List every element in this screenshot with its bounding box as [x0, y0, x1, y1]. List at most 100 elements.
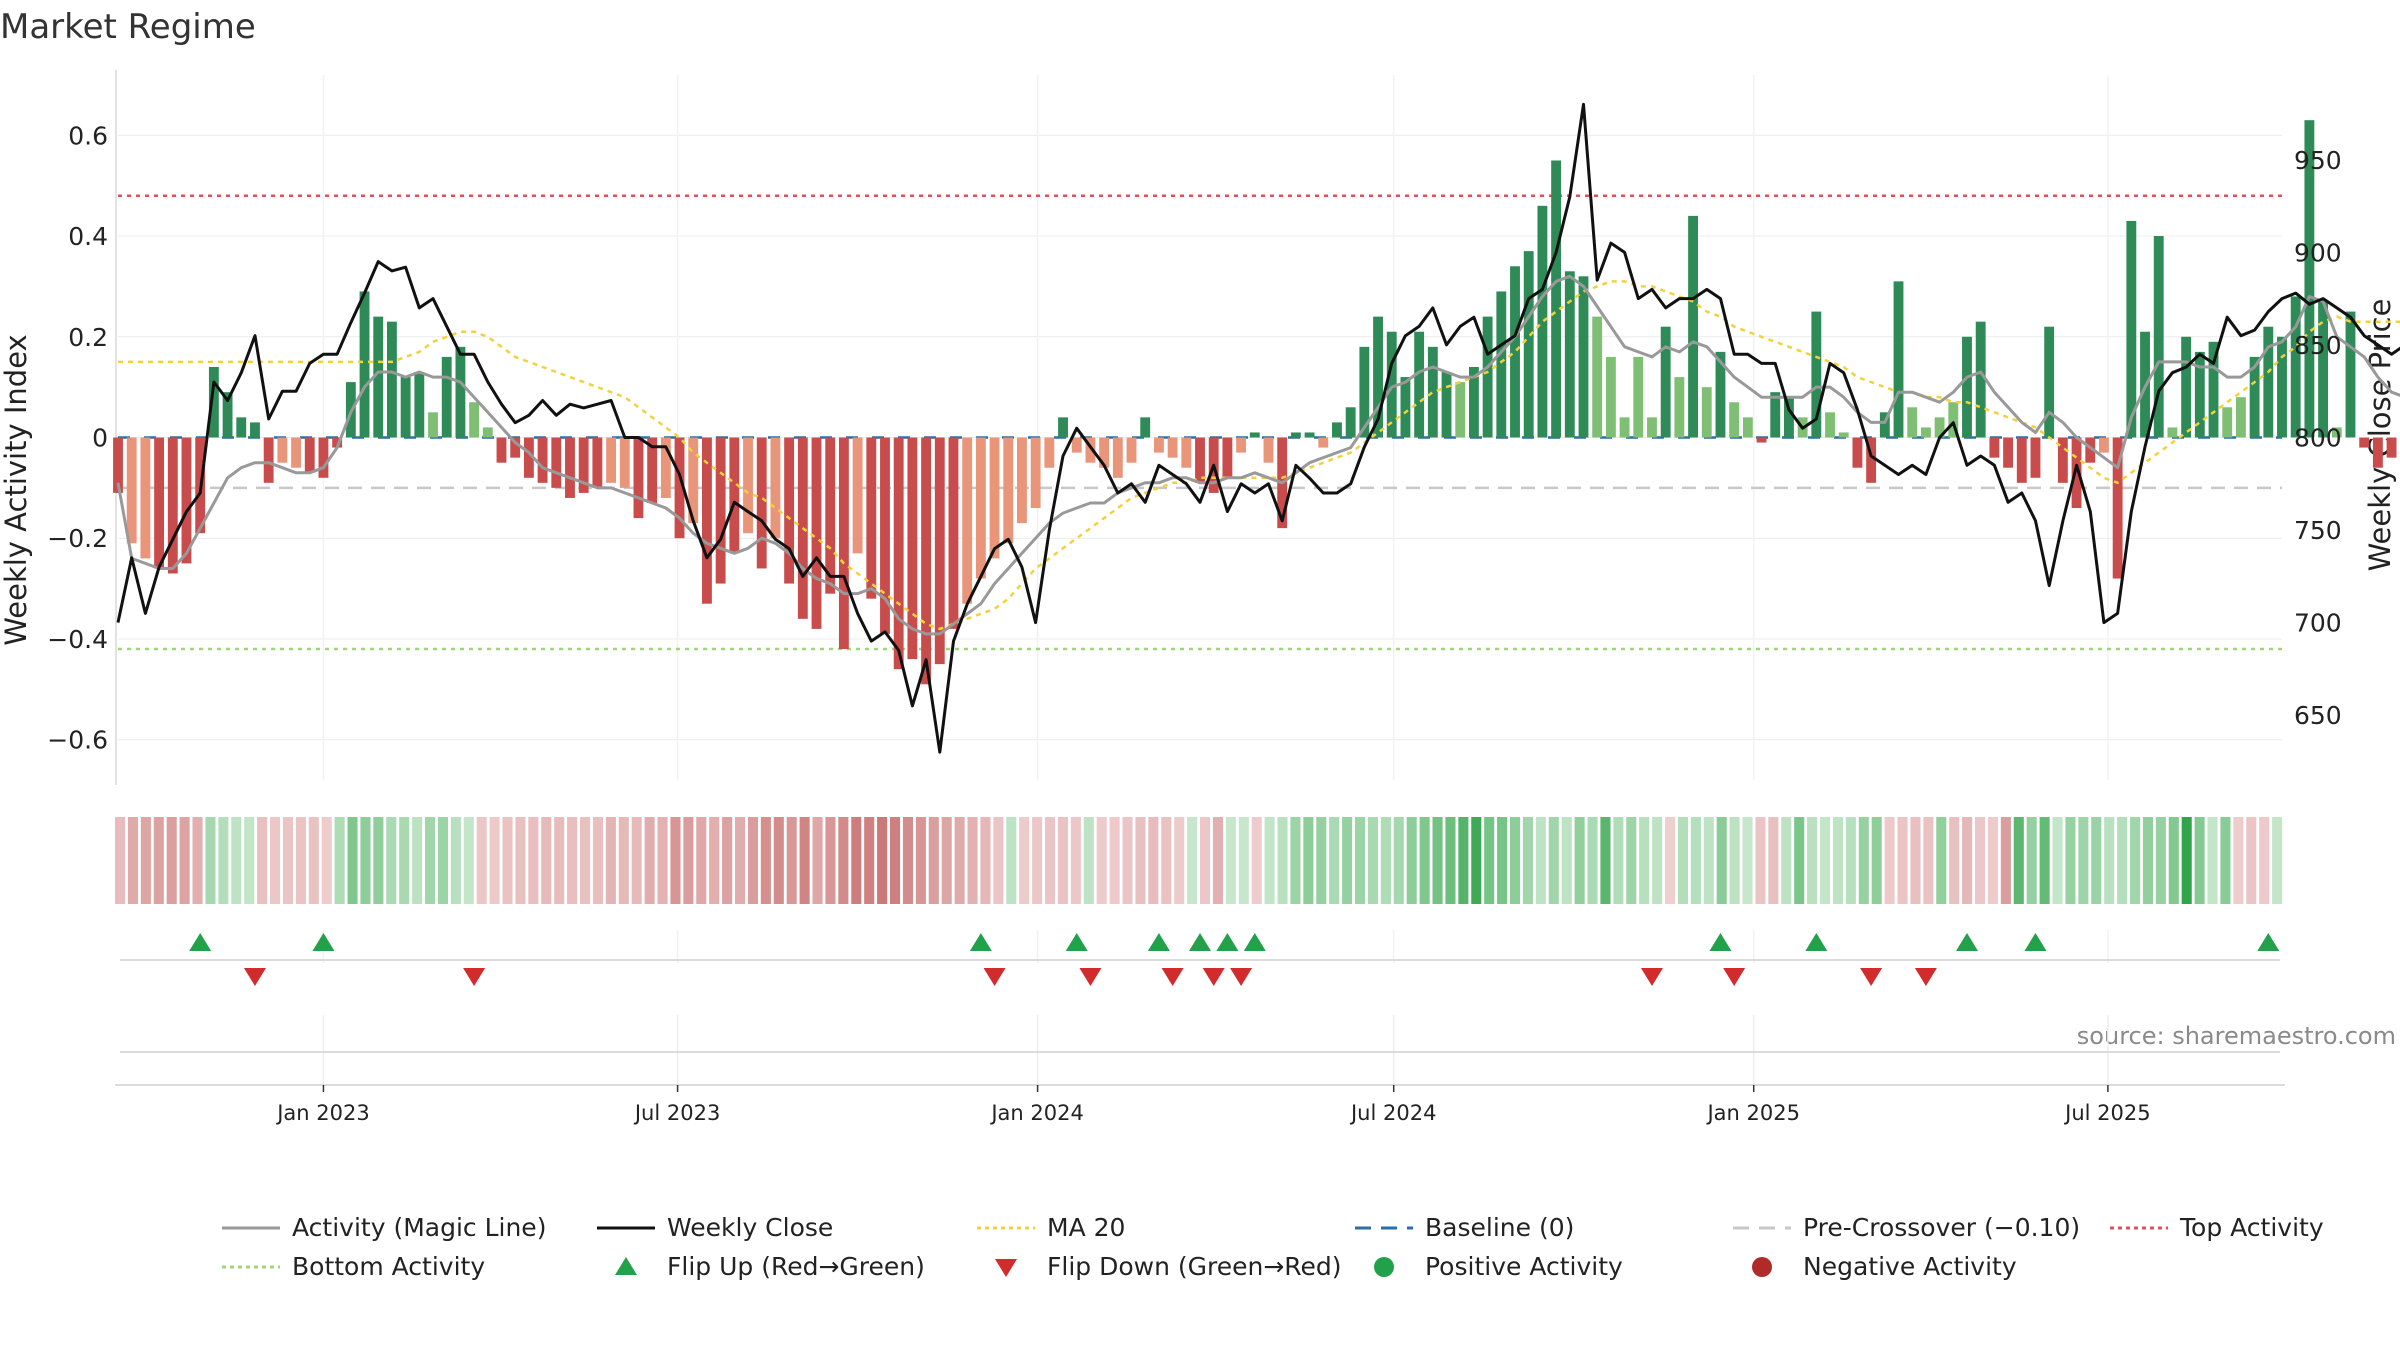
activity-bar	[181, 437, 192, 564]
activity-bar	[1551, 160, 1562, 438]
activity-bar	[565, 437, 575, 498]
activity-bar	[578, 437, 589, 493]
activity-bar	[2318, 301, 2329, 438]
activity-bar	[1934, 417, 1945, 438]
regime-cell	[140, 817, 151, 904]
activity-bar	[1304, 432, 1315, 438]
activity-bar	[1838, 432, 1849, 438]
regime-cell	[1768, 817, 1779, 904]
legend-label: Top Activity	[2179, 1213, 2324, 1242]
regime-cell	[890, 817, 901, 904]
regime-cell	[1587, 817, 1598, 904]
flip-up-marker	[1216, 933, 1239, 951]
activity-bar	[1359, 346, 1370, 438]
legend-item: Flip Down (Green→Red)	[995, 1252, 1342, 1281]
regime-cell	[1807, 817, 1818, 904]
activity-bar	[154, 437, 165, 569]
activity-bar	[167, 437, 178, 574]
legend-item: Top Activity	[2110, 1213, 2324, 1242]
activity-bar	[866, 437, 877, 599]
regime-cell	[386, 817, 397, 904]
flip-down-marker	[983, 968, 1006, 986]
regime-cell	[463, 817, 474, 904]
regime-cell	[1574, 817, 1585, 904]
activity-bar	[1236, 437, 1247, 453]
regime-cell	[877, 817, 888, 904]
flip-up-marker	[1065, 933, 1088, 951]
legend-label: Pre-Crossover (−0.10)	[1803, 1213, 2080, 1242]
activity-bar	[208, 366, 219, 438]
regime-cell	[1690, 817, 1701, 904]
flip-down-marker	[1640, 968, 1663, 986]
y-axis-left-label: Weekly Activity Index	[0, 334, 33, 645]
activity-bar	[126, 437, 137, 544]
activity-bar	[222, 392, 233, 438]
regime-cell	[1212, 817, 1223, 904]
regime-cell	[295, 817, 306, 904]
activity-bar	[1441, 372, 1452, 438]
activity-bar	[1523, 251, 1534, 438]
activity-bar	[1386, 331, 1397, 438]
y-left-tick-label: 0.6	[68, 121, 108, 150]
activity-bar	[1633, 356, 1644, 438]
regime-cell	[993, 817, 1004, 904]
activity-bar	[2304, 120, 2315, 438]
flip-up-marker	[312, 933, 335, 951]
activity-bar	[1085, 437, 1096, 463]
regime-cell	[541, 817, 552, 904]
activity-bar	[1263, 437, 1274, 463]
activity-bar	[1989, 437, 2000, 458]
regime-cell	[1045, 817, 1056, 904]
regime-cell	[1019, 817, 1030, 904]
flip-up-marker	[1709, 933, 1732, 951]
regime-cell	[1316, 817, 1327, 904]
activity-bar	[386, 321, 397, 438]
flip-up-marker	[1189, 933, 1211, 951]
activity-bar	[2345, 311, 2356, 438]
activity-bar	[537, 437, 548, 483]
activity-bar	[1345, 407, 1356, 438]
activity-bar	[1564, 271, 1575, 438]
activity-bar	[1153, 437, 1164, 453]
activity-bar	[907, 437, 918, 660]
regime-cell	[980, 817, 991, 904]
regime-cell	[2220, 817, 2231, 904]
regime-cell	[1975, 817, 1986, 904]
activity-bar	[770, 437, 781, 539]
regime-cell	[244, 817, 255, 904]
legend-item: Activity (Magic Line)	[222, 1213, 546, 1242]
regime-cell	[605, 817, 616, 904]
activity-bar	[496, 437, 507, 463]
activity-bar	[1222, 437, 1233, 478]
flip-up-marker	[1805, 933, 1828, 951]
regime-cell	[786, 817, 797, 904]
y-left-tick-label: −0.2	[47, 524, 108, 553]
y-left-tick-label: −0.6	[47, 726, 108, 755]
activity-bar	[2099, 437, 2109, 453]
regime-cell	[683, 817, 694, 904]
regime-cell	[735, 817, 746, 904]
regime-cell	[1729, 817, 1740, 904]
regime-cell	[631, 817, 642, 904]
regime-cell	[1070, 817, 1081, 904]
activity-bar	[756, 437, 767, 569]
activity-bar	[606, 437, 616, 483]
y-right-tick-label: 900	[2294, 238, 2342, 267]
regime-cell	[1458, 817, 1469, 904]
activity-bar	[318, 437, 329, 478]
regime-cell	[2168, 817, 2179, 904]
legend-item: Negative Activity	[1752, 1252, 2017, 1281]
regime-cell	[812, 817, 823, 904]
regime-cell	[1445, 817, 1456, 904]
regime-cell	[1251, 817, 1262, 904]
activity-bar	[633, 437, 644, 519]
regime-cell	[528, 817, 539, 904]
legend-label: Flip Up (Red→Green)	[667, 1252, 925, 1281]
regime-cell	[1355, 817, 1366, 904]
activity-bar	[1948, 402, 1959, 438]
activity-bar	[2153, 236, 2164, 438]
regime-cell	[270, 817, 281, 904]
regime-cell	[2155, 817, 2166, 904]
activity-bar	[1825, 412, 1835, 438]
regime-cell	[425, 817, 436, 904]
